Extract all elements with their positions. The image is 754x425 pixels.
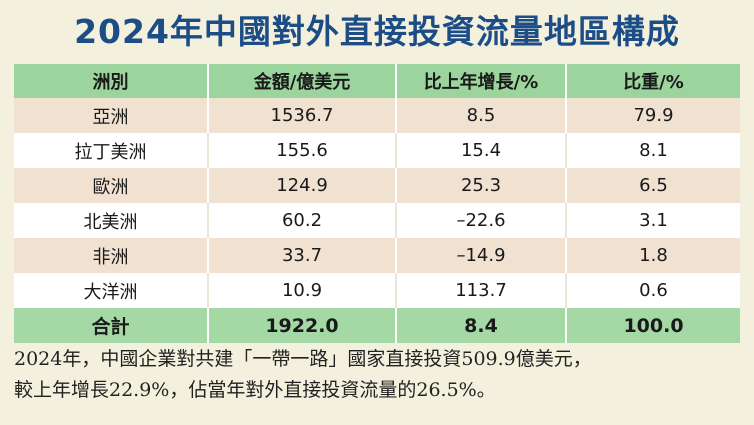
- cell-share: 79.9: [633, 105, 674, 126]
- total-share: 100.0: [623, 314, 684, 337]
- footnote-line-1: 2024年，中國企業對共建「一帶一路」國家直接投資509.9億美元，: [14, 348, 592, 370]
- table-row: 歐洲 124.9 25.3 6.5: [14, 168, 740, 203]
- cell-share: 0.6: [639, 280, 668, 301]
- header-amount: 金額/億美元: [208, 64, 397, 98]
- total-label: 合計: [14, 308, 209, 343]
- cell-share: 6.5: [639, 175, 668, 196]
- cell-region: 大洋洲: [14, 273, 209, 308]
- header-growth: 比上年增長/%: [396, 64, 567, 98]
- cell-growth: 8.5: [396, 98, 567, 133]
- cell-growth: 113.7: [396, 273, 567, 308]
- cell-region: 亞洲: [14, 98, 209, 133]
- table-row: 大洋洲 10.9 113.7 0.6: [14, 273, 740, 308]
- cell-amount: 124.9: [208, 168, 397, 203]
- cell-amount: 155.6: [208, 133, 397, 168]
- cell-share: 3.1: [639, 210, 668, 231]
- table-total-row: 合計 1922.0 8.4 100.0: [14, 308, 740, 343]
- cell-amount: 1536.7: [208, 98, 397, 133]
- cell-share: 1.8: [639, 245, 668, 266]
- cell-region: 非洲: [14, 238, 209, 273]
- cell-growth: 15.4: [396, 133, 567, 168]
- investment-table: 洲別 金額/億美元 比上年增長/% 比重/% 亞洲 1536.7 8.5 79.…: [14, 64, 740, 343]
- cell-region: 拉丁美洲: [14, 133, 209, 168]
- cell-region: 歐洲: [14, 168, 209, 203]
- table-row: 非洲 33.7 –14.9 1.8: [14, 238, 740, 273]
- header-region: 洲別: [14, 64, 209, 98]
- cell-growth: –22.6: [396, 203, 567, 238]
- cell-amount: 60.2: [208, 203, 397, 238]
- footnote-line-2: 較上年增長22.9%，佔當年對外直接投資流量的26.5%。: [14, 379, 496, 401]
- cell-share: 8.1: [639, 140, 668, 161]
- table-header-row: 洲別 金額/億美元 比上年增長/% 比重/%: [14, 64, 740, 98]
- cell-growth: –14.9: [396, 238, 567, 273]
- header-share: 比重/%: [623, 72, 684, 93]
- cell-amount: 10.9: [208, 273, 397, 308]
- footnote: 2024年，中國企業對共建「一帶一路」國家直接投資509.9億美元， 較上年增長…: [14, 344, 744, 406]
- cell-growth: 25.3: [396, 168, 567, 203]
- table-row: 亞洲 1536.7 8.5 79.9: [14, 98, 740, 133]
- table-row: 拉丁美洲 155.6 15.4 8.1: [14, 133, 740, 168]
- table-row: 北美洲 60.2 –22.6 3.1: [14, 203, 740, 238]
- total-amount: 1922.0: [208, 308, 397, 343]
- cell-region: 北美洲: [14, 203, 209, 238]
- total-growth: 8.4: [396, 308, 567, 343]
- cell-amount: 33.7: [208, 238, 397, 273]
- page-title: 2024年中國對外直接投資流量地區構成: [74, 12, 680, 51]
